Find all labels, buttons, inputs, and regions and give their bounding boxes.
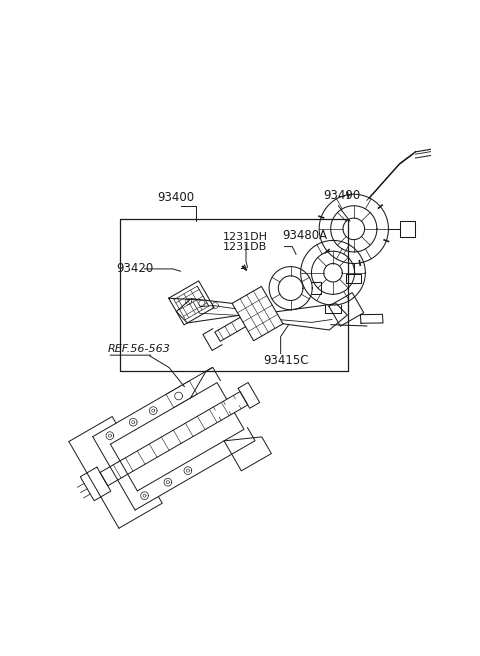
Text: 93420: 93420 [117,262,154,276]
Text: REF.56-563: REF.56-563 [108,344,170,354]
Text: 93400: 93400 [157,192,194,204]
Text: 93480A: 93480A [282,229,327,242]
Text: 1231DH: 1231DH [223,232,268,242]
Text: 93490: 93490 [323,189,360,202]
Text: 93415C: 93415C [263,354,309,367]
Text: 1231DB: 1231DB [223,242,267,252]
